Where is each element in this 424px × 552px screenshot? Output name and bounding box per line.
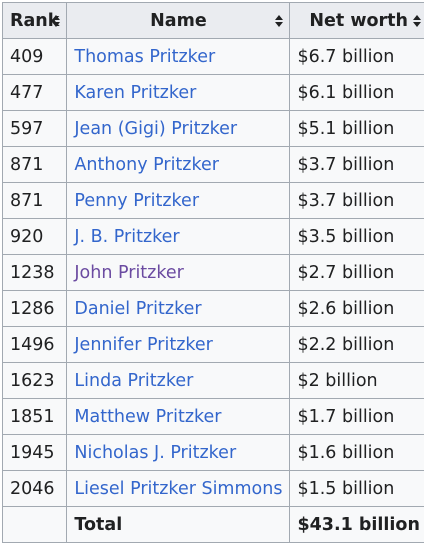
table-row: 1238 John Pritzker $2.7 billion (1, 254, 424, 291)
net-worth-table: Rank Name Net worth 409 Thomas Pritzker … (1, 2, 424, 543)
table-row: 477 Karen Pritzker $6.1 billion (1, 74, 424, 111)
net-worth-cell: $2.2 billion (289, 326, 424, 363)
net-worth-cell: $2.6 billion (289, 290, 424, 327)
table-row: 2046 Liesel Pritzker Simmons $1.5 billio… (1, 470, 424, 507)
rank-cell: 597 (1, 110, 68, 147)
net-worth-header-label: Net worth (309, 10, 408, 31)
net-worth-cell: $6.7 billion (289, 38, 424, 75)
total-rank-cell (1, 506, 68, 543)
net-worth-cell: $1.6 billion (289, 434, 424, 471)
person-link[interactable]: Nicholas J. Pritzker (74, 442, 237, 463)
rank-cell: 920 (1, 218, 68, 255)
rank-cell: 477 (1, 74, 68, 111)
rank-cell: 1496 (1, 326, 68, 363)
net-worth-cell: $5.1 billion (289, 110, 424, 147)
net-worth-cell: $1.7 billion (289, 398, 424, 435)
total-net-worth: $43.1 billion (289, 506, 424, 543)
person-link[interactable]: Matthew Pritzker (74, 406, 222, 427)
rank-cell: 871 (1, 146, 68, 183)
table-row: 597 Jean (Gigi) Pritzker $5.1 billion (1, 110, 424, 147)
person-link[interactable]: Thomas Pritzker (74, 46, 216, 67)
rank-cell: 1286 (1, 290, 68, 327)
rank-header-label: Rank (10, 10, 60, 31)
person-link[interactable]: John Pritzker (74, 262, 184, 283)
table-row: 1496 Jennifer Pritzker $2.2 billion (1, 326, 424, 363)
person-link[interactable]: J. B. Pritzker (74, 226, 180, 247)
table-row: 409 Thomas Pritzker $6.7 billion (1, 38, 424, 75)
person-link[interactable]: Linda Pritzker (74, 370, 194, 391)
table-row: 920 J. B. Pritzker $3.5 billion (1, 218, 424, 255)
table-row: 871 Anthony Pritzker $3.7 billion (1, 146, 424, 183)
net-worth-column-header[interactable]: Net worth (289, 2, 424, 39)
net-worth-cell: $3.7 billion (289, 146, 424, 183)
rank-cell: 1945 (1, 434, 68, 471)
net-worth-cell: $2 billion (289, 362, 424, 399)
rank-cell: 871 (1, 182, 68, 219)
header-row: Rank Name Net worth (1, 2, 424, 39)
rank-cell: 1238 (1, 254, 68, 291)
rank-cell: 1623 (1, 362, 68, 399)
table-row: 1851 Matthew Pritzker $1.7 billion (1, 398, 424, 435)
table-row: 1945 Nicholas J. Pritzker $1.6 billion (1, 434, 424, 471)
net-worth-cell: $2.7 billion (289, 254, 424, 291)
net-worth-cell: $3.5 billion (289, 218, 424, 255)
total-row: Total $43.1 billion (1, 506, 424, 543)
name-column-header[interactable]: Name (66, 2, 291, 39)
sort-icon[interactable] (52, 14, 61, 27)
person-link[interactable]: Anthony Pritzker (74, 154, 219, 175)
table-row: 871 Penny Pritzker $3.7 billion (1, 182, 424, 219)
table-row: 1286 Daniel Pritzker $2.6 billion (1, 290, 424, 327)
person-link[interactable]: Penny Pritzker (74, 190, 200, 211)
name-header-label: Name (150, 10, 207, 31)
table-row: 1623 Linda Pritzker $2 billion (1, 362, 424, 399)
total-label: Total (66, 506, 291, 543)
sort-icon[interactable] (412, 14, 421, 27)
person-link[interactable]: Karen Pritzker (74, 82, 197, 103)
net-worth-cell: $1.5 billion (289, 470, 424, 507)
rank-cell: 409 (1, 38, 68, 75)
rank-cell: 2046 (1, 470, 68, 507)
person-link[interactable]: Jean (Gigi) Pritzker (74, 118, 238, 139)
rank-column-header[interactable]: Rank (1, 2, 68, 39)
person-link[interactable]: Daniel Pritzker (74, 298, 202, 319)
sort-icon[interactable] (275, 14, 284, 27)
net-worth-cell: $3.7 billion (289, 182, 424, 219)
person-link[interactable]: Jennifer Pritzker (74, 334, 213, 355)
person-link[interactable]: Liesel Pritzker Simmons (74, 478, 283, 499)
rank-cell: 1851 (1, 398, 68, 435)
net-worth-cell: $6.1 billion (289, 74, 424, 111)
